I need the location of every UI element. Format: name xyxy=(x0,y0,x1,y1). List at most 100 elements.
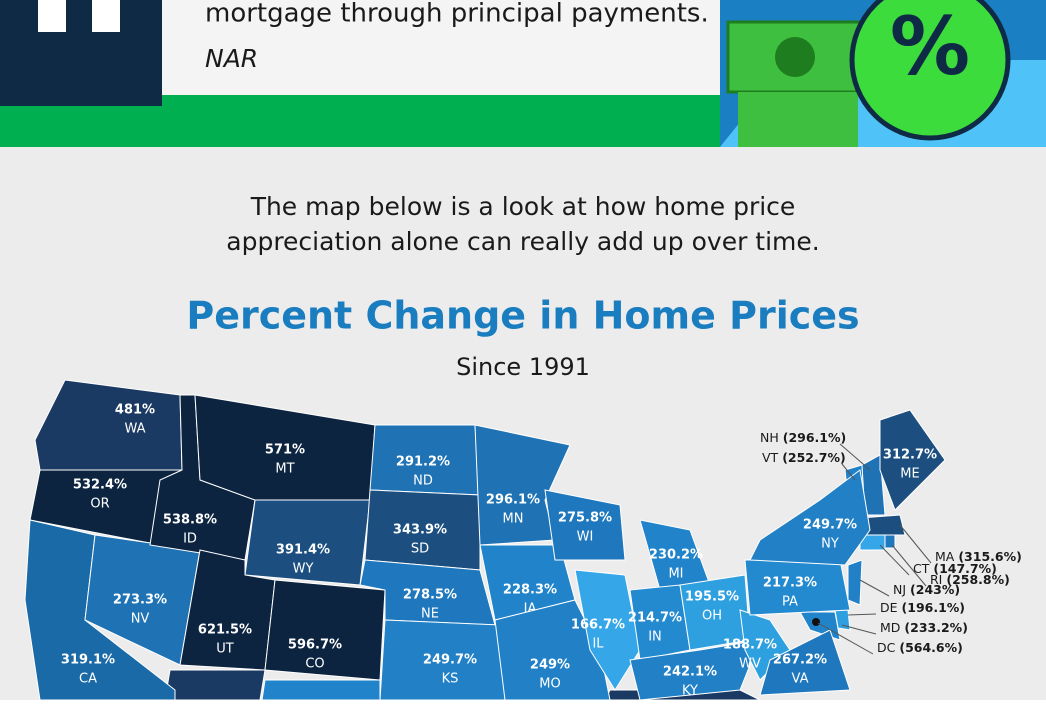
leader-line xyxy=(899,524,932,564)
leader-line xyxy=(817,622,874,655)
state-abbr: WY xyxy=(293,562,314,577)
map: 481% WA 532.4% OR 319.1% CA 273.3% NV 538.8% ID 57… xyxy=(24,379,1022,701)
state-abbr: KY xyxy=(682,684,698,699)
state-value: 621.5% xyxy=(198,623,252,638)
state-value: 188.7% xyxy=(723,638,777,653)
leader-line xyxy=(879,544,910,576)
state-shape xyxy=(879,409,946,511)
state-shape xyxy=(261,679,381,701)
state-value: 166.7% xyxy=(571,618,625,633)
state-shape xyxy=(629,639,761,701)
callout: VT (252.7%) xyxy=(762,450,846,465)
callout: DC (564.6%) xyxy=(877,640,963,655)
callout-abbr: MA xyxy=(935,549,955,564)
leader-line xyxy=(859,579,890,597)
state-shape xyxy=(544,489,626,561)
leader-line xyxy=(891,544,927,587)
state-value: 596.7% xyxy=(288,638,342,653)
callout-abbr: DE xyxy=(880,600,898,615)
quote-panel xyxy=(162,0,722,95)
state-abbr: KS xyxy=(442,672,459,687)
state-value: 532.4% xyxy=(73,478,127,493)
state-value: 249% xyxy=(530,658,570,673)
state-value: 249.7% xyxy=(803,518,857,533)
leader-line xyxy=(841,624,877,635)
state-abbr: ND xyxy=(413,474,433,489)
percent-sign: % xyxy=(890,0,970,93)
state-value: 481% xyxy=(115,403,155,418)
quote-mark xyxy=(38,0,66,32)
state-abbr: WA xyxy=(124,422,145,437)
state-abbr: OR xyxy=(90,497,109,512)
money-icon xyxy=(775,37,815,77)
state-abbr: UT xyxy=(216,642,234,657)
state-abbr: ME xyxy=(900,467,919,482)
state-abbr: IL xyxy=(592,637,604,652)
quote-block xyxy=(0,0,162,106)
dc-dot xyxy=(812,618,820,626)
money-stack xyxy=(738,92,858,147)
state-value: 275.8% xyxy=(558,511,612,526)
state-value: 538.8% xyxy=(163,513,217,528)
state-value: 249.7% xyxy=(423,653,477,668)
state-abbr: NE xyxy=(421,607,439,622)
intro-line: The map below is a look at how home pric… xyxy=(250,192,796,221)
callout: NJ (243%) xyxy=(893,582,960,597)
state-value: 312.7% xyxy=(883,448,937,463)
intro-line: appreciation alone can really add up ove… xyxy=(226,227,819,256)
callout-abbr: RI xyxy=(930,572,942,587)
callout: NH (296.1%) xyxy=(760,430,846,445)
callout-abbr: NH xyxy=(760,430,779,445)
state-abbr: SD xyxy=(411,542,429,557)
state-value: 391.4% xyxy=(276,543,330,558)
state-abbr: MN xyxy=(503,512,524,527)
state-value: 228.3% xyxy=(503,583,557,598)
callout-abbr: CT xyxy=(913,561,930,576)
state-value: 273.3% xyxy=(113,593,167,608)
callout: CT (147.7%) xyxy=(913,561,997,576)
callout-abbr: MD xyxy=(880,620,900,635)
state-shape xyxy=(847,559,863,606)
state-value: 291.2% xyxy=(396,455,450,470)
state-abbr: CO xyxy=(305,657,324,672)
state-abbr: WV xyxy=(739,657,761,672)
state-abbr: OH xyxy=(702,609,722,624)
state-value: 296.1% xyxy=(486,493,540,508)
leader-line xyxy=(847,613,877,616)
state-value: 230.2% xyxy=(649,548,703,563)
callout: DE (196.1%) xyxy=(880,600,965,615)
state-value: 319.1% xyxy=(61,653,115,668)
state-abbr: VA xyxy=(792,672,809,687)
state-abbr: PA xyxy=(782,595,798,610)
state-value: 195.5% xyxy=(685,590,739,605)
state-abbr: CA xyxy=(79,672,97,687)
percent-icon xyxy=(849,0,1011,141)
state-abbr: MI xyxy=(668,567,683,582)
callout-abbr: NJ xyxy=(893,582,906,597)
callout-value: (243%) xyxy=(910,582,960,597)
state-value: 217.3% xyxy=(763,576,817,591)
callout: MD (233.2%) xyxy=(880,620,968,635)
state-value: 267.2% xyxy=(773,653,827,668)
quote-source: NAR xyxy=(205,44,258,73)
state-abbr: MT xyxy=(275,462,294,477)
callout-abbr: DC xyxy=(877,640,896,655)
callout-value: (258.8%) xyxy=(946,572,1010,587)
state-abbr: NY xyxy=(821,537,839,552)
state-shape xyxy=(574,569,641,691)
state-shape xyxy=(264,579,386,681)
state-shape xyxy=(494,599,611,701)
callout: MA (315.6%) xyxy=(935,549,1022,564)
state-abbr: IN xyxy=(648,630,662,645)
callout-value: (315.6%) xyxy=(958,549,1022,564)
state-value: 242.1% xyxy=(663,665,717,680)
callout-value: (252.7%) xyxy=(782,450,846,465)
quote: mortgage through principal payments. xyxy=(205,0,709,29)
state-abbr: ID xyxy=(183,532,197,547)
map-title: Percent Change in Home Prices xyxy=(186,294,859,338)
quote-mark xyxy=(92,0,120,32)
callout-value: (196.1%) xyxy=(902,600,966,615)
state-shape xyxy=(164,669,266,701)
